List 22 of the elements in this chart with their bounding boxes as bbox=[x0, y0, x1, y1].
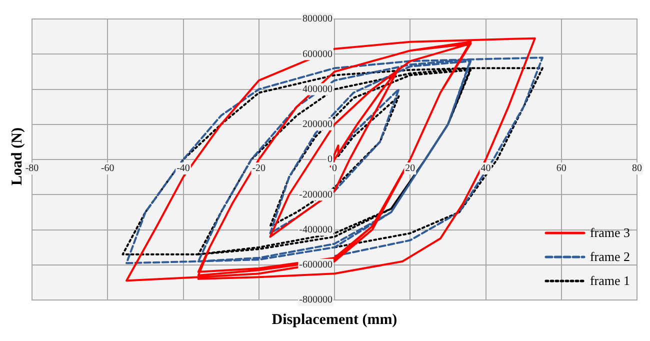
legend-label: frame 3 bbox=[590, 225, 630, 241]
y-tick-label: -600000 bbox=[299, 260, 332, 270]
y-tick-label: 600000 bbox=[302, 48, 332, 60]
legend-label: frame 1 bbox=[590, 273, 630, 289]
y-tick-label: 400000 bbox=[302, 84, 332, 95]
x-tick-label: 40 bbox=[480, 163, 491, 174]
x-tick-label: 80 bbox=[632, 163, 642, 174]
y-tick-label: -400000 bbox=[299, 224, 332, 236]
x-tick-label: -40 bbox=[176, 163, 190, 174]
x-axis-title: Displacement (mm) bbox=[270, 312, 398, 329]
y-tick-label: -800000 bbox=[299, 294, 332, 306]
y-tick-label: -200000 bbox=[299, 189, 332, 200]
y-tick-label: 0 bbox=[328, 154, 332, 166]
legend-label: frame 2 bbox=[590, 249, 630, 265]
x-tick-label: 60 bbox=[556, 163, 566, 174]
x-tick-label: -60 bbox=[100, 163, 114, 174]
y-tick-label: 800000 bbox=[302, 14, 332, 25]
x-tick-label: -80 bbox=[25, 163, 39, 174]
x-tick-label: 20 bbox=[405, 163, 416, 174]
y-axis-title: Load (N) bbox=[10, 126, 26, 188]
y-tick-label: 200000 bbox=[302, 119, 332, 130]
x-tick-label: -20 bbox=[252, 163, 266, 174]
